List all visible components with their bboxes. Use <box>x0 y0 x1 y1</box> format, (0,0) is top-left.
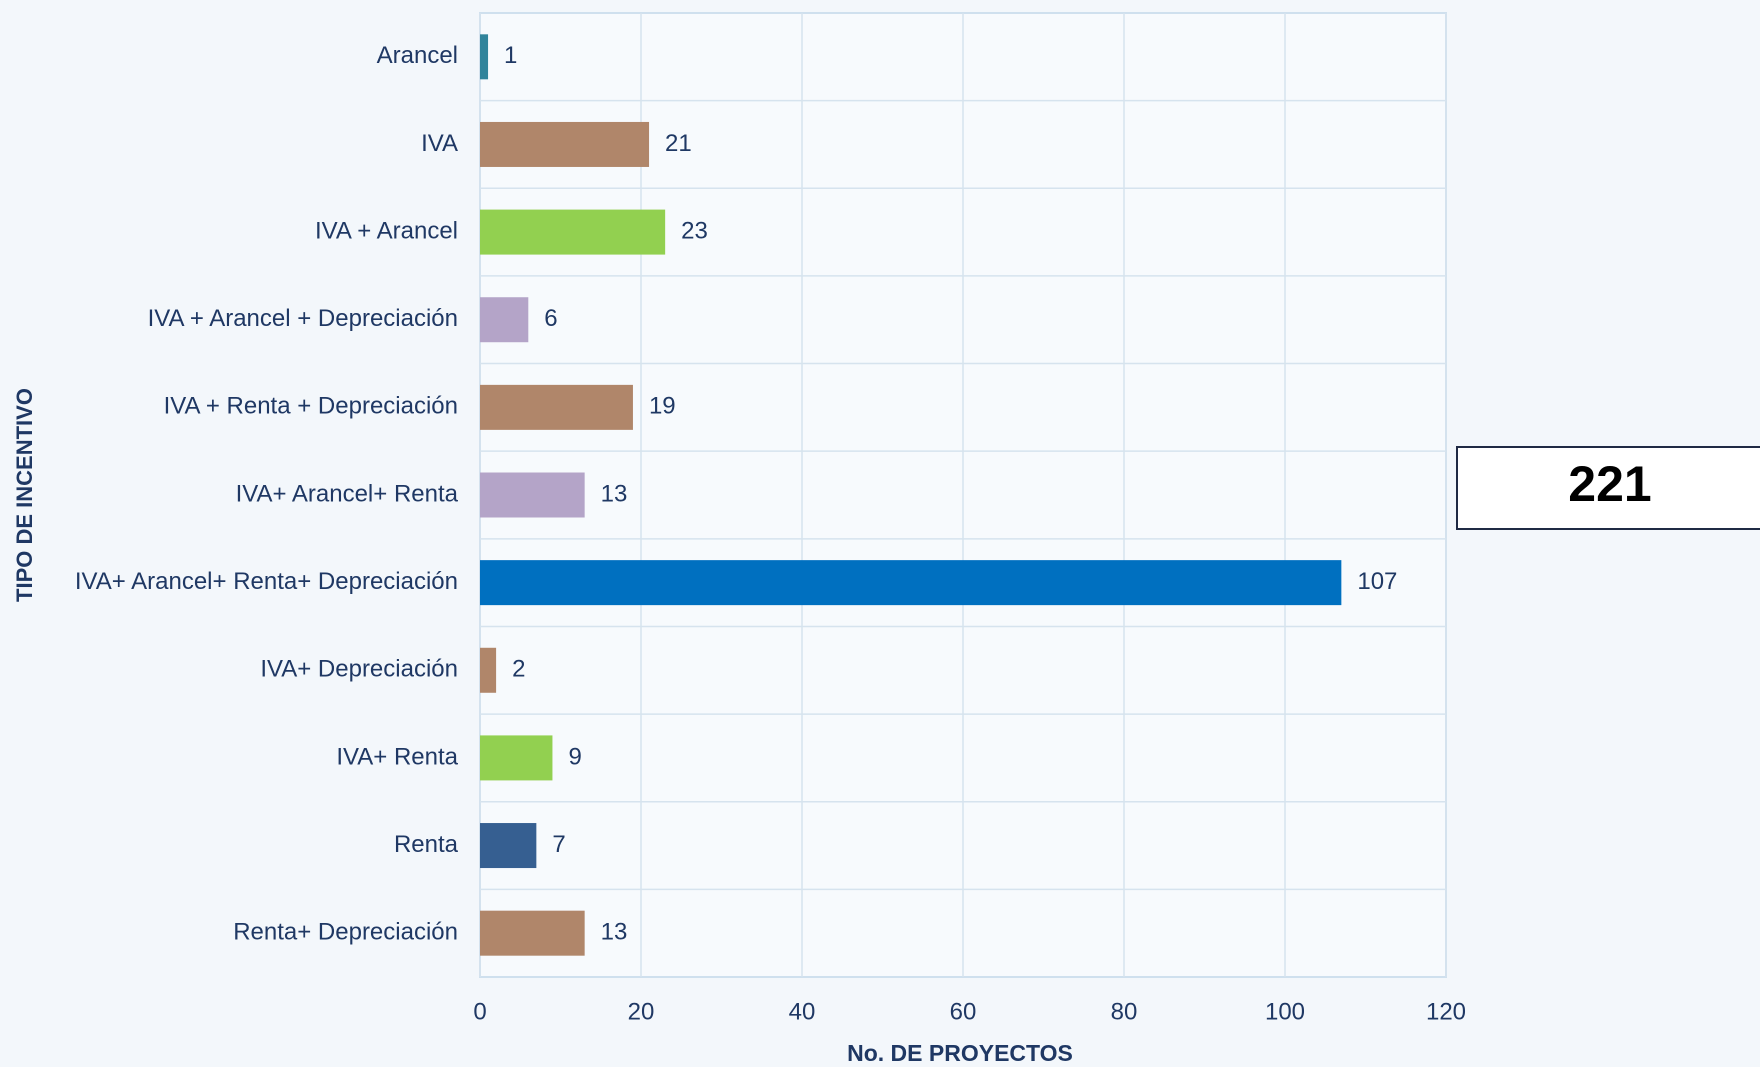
y-tick-label: Renta+ Depreciación <box>233 919 458 946</box>
bar <box>480 647 497 693</box>
bar <box>480 121 650 167</box>
x-tick-label: 20 <box>628 998 655 1025</box>
bar <box>480 297 529 343</box>
data-label: 107 <box>1357 568 1397 595</box>
x-tick-label: 60 <box>950 998 977 1025</box>
data-label: 6 <box>544 305 557 332</box>
x-tick-label: 40 <box>789 998 816 1025</box>
data-label: 21 <box>665 130 692 157</box>
x-axis-title: No. DE PROYECTOS <box>847 1040 1073 1066</box>
bar <box>480 209 666 255</box>
data-label: 13 <box>601 919 628 946</box>
x-tick-label: 0 <box>473 998 486 1025</box>
x-tick-label: 80 <box>1111 998 1138 1025</box>
data-label: 23 <box>681 217 708 244</box>
y-tick-label: IVA + Arancel <box>315 217 458 244</box>
bar <box>480 384 633 430</box>
data-label: 19 <box>649 393 676 420</box>
data-label: 2 <box>512 656 525 683</box>
bar <box>480 560 1342 606</box>
bar <box>480 910 585 956</box>
bar <box>480 735 553 781</box>
y-tick-label: IVA+ Arancel+ Renta+ Depreciación <box>75 568 458 595</box>
data-label: 1 <box>504 42 517 69</box>
y-tick-label: Arancel <box>377 42 458 69</box>
y-tick-label: Renta <box>394 831 459 858</box>
bar <box>480 472 585 518</box>
x-tick-label: 120 <box>1426 998 1466 1025</box>
y-tick-label: IVA + Renta + Depreciación <box>164 393 458 420</box>
total-box <box>1456 446 1760 530</box>
y-tick-label: IVA+ Arancel+ Renta <box>236 480 459 507</box>
y-tick-label: IVA <box>421 130 458 157</box>
x-tick-label: 100 <box>1265 998 1305 1025</box>
bar <box>480 823 537 869</box>
y-tick-label: IVA + Arancel + Depreciación <box>148 305 458 332</box>
data-label: 7 <box>552 831 565 858</box>
y-axis-title: TIPO DE INCENTIVO <box>12 388 37 602</box>
total-value: 221 <box>1568 456 1651 512</box>
y-tick-label: IVA+ Depreciación <box>260 656 458 683</box>
bar <box>480 34 489 80</box>
data-label: 13 <box>601 480 628 507</box>
y-tick-label: IVA+ Renta <box>336 743 458 770</box>
data-label: 9 <box>568 743 581 770</box>
